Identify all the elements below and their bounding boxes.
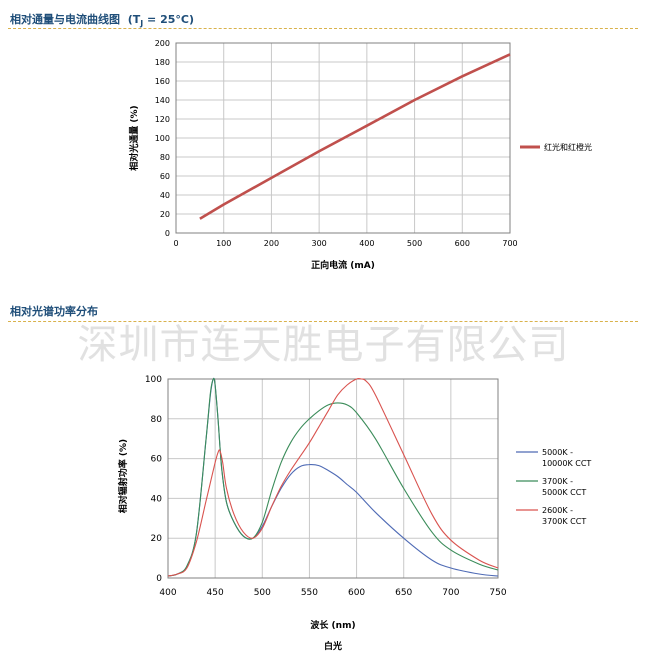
section-title-spectrum-text: 相对光谱功率分布 — [10, 305, 98, 318]
watermark: 深圳市连天胜电子有限公司 — [77, 322, 570, 368]
x-tick-label: 700 — [502, 239, 517, 248]
y-tick-label: 0 — [165, 229, 170, 238]
y-tick-label: 100 — [145, 375, 162, 385]
x-tick-label: 500 — [254, 588, 271, 598]
y-tick-label: 0 — [156, 574, 162, 584]
series-line-3 — [167, 377, 499, 577]
series-line-1 — [199, 53, 511, 220]
chart-caption: 白光 — [324, 640, 342, 652]
x-tick-label: 400 — [359, 239, 374, 248]
y-tick-label: 60 — [151, 455, 163, 465]
legend-label: 2600K - — [542, 506, 573, 515]
y-tick-label: 40 — [160, 191, 170, 200]
x-axis-label: 波长 (nm) — [310, 619, 355, 631]
legend-label: 5000K CCT — [542, 488, 586, 497]
plot-frame — [167, 378, 499, 579]
x-tick-label: 100 — [216, 239, 231, 248]
y-tick-label: 100 — [155, 134, 170, 143]
section-title-flux: 相对通量与电流曲线图 (TJ = 25°C) — [10, 11, 194, 28]
x-tick-label: 750 — [489, 588, 506, 598]
plot-frame — [175, 42, 511, 234]
y-tick-label: 20 — [151, 534, 163, 544]
legend-label: 3700K - — [542, 477, 573, 486]
legend-label: 10000K CCT — [542, 459, 591, 468]
y-tick-label: 80 — [151, 415, 163, 425]
y-tick-label: 180 — [155, 58, 170, 67]
y-tick-label: 40 — [151, 494, 163, 504]
x-tick-label: 700 — [442, 588, 459, 598]
series-line-2 — [167, 377, 499, 577]
section-title-flux-tj: (TJ = 25°C) — [124, 13, 194, 29]
x-tick-label: 650 — [395, 588, 412, 598]
section-divider-1 — [8, 28, 638, 29]
y-axis-label: 相对光通量 (%) — [128, 105, 140, 170]
legend-label: 5000K - — [542, 448, 573, 457]
x-tick-label: 300 — [312, 239, 327, 248]
section-title-spectrum: 相对光谱功率分布 — [10, 303, 98, 319]
x-tick-label: 200 — [264, 239, 279, 248]
tj-suffix: = 25°C) — [143, 13, 194, 26]
x-tick-label: 400 — [159, 588, 176, 598]
section-title-flux-text: 相对通量与电流曲线图 — [10, 13, 120, 26]
y-tick-label: 20 — [160, 210, 170, 219]
x-tick-label: 450 — [207, 588, 224, 598]
tj-prefix: (T — [127, 13, 141, 26]
y-axis-label: 相对辐射功率 (%) — [117, 439, 129, 513]
x-tick-label: 600 — [455, 239, 470, 248]
x-tick-label: 500 — [407, 239, 422, 248]
legend-label: 3700K CCT — [542, 517, 586, 526]
y-tick-label: 120 — [155, 115, 170, 124]
x-tick-label: 0 — [173, 239, 178, 248]
y-tick-label: 140 — [155, 96, 170, 105]
section-divider-2 — [8, 321, 638, 322]
x-axis-label: 正向电流 (mA) — [311, 259, 375, 271]
x-tick-label: 600 — [348, 588, 365, 598]
x-tick-label: 550 — [301, 588, 318, 598]
y-tick-label: 160 — [155, 77, 170, 86]
y-tick-label: 80 — [160, 153, 170, 162]
legend-label: 红光和红橙光 — [544, 142, 592, 152]
tj-subscript: J — [140, 19, 144, 29]
y-tick-label: 60 — [160, 172, 170, 181]
y-tick-label: 200 — [155, 39, 170, 48]
